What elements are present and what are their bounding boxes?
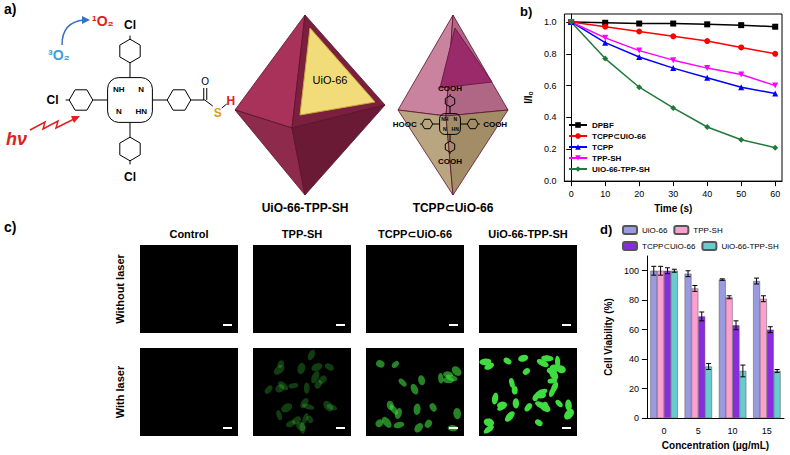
svg-text:TCPP⊂UiO-66: TCPP⊂UiO-66 (592, 132, 646, 141)
svg-text:NH: NH (113, 85, 125, 94)
svg-text:Cl: Cl (47, 93, 59, 107)
svg-text:UiO-66-TPP-SH: UiO-66-TPP-SH (262, 201, 349, 215)
svg-text:1.0: 1.0 (544, 17, 557, 27)
svg-text:TPP-SH: TPP-SH (592, 154, 622, 163)
svg-text:¹O₂: ¹O₂ (92, 13, 114, 29)
svg-text:0.6: 0.6 (544, 81, 557, 91)
svg-text:10: 10 (600, 189, 610, 199)
svg-text:³O₂: ³O₂ (48, 47, 70, 63)
svg-text:Cl: Cl (124, 170, 136, 184)
svg-text:20: 20 (629, 384, 639, 394)
svg-text:With laser: With laser (114, 365, 126, 418)
svg-text:0: 0 (634, 413, 639, 423)
svg-text:Cell Viability (%): Cell Viability (%) (603, 298, 614, 376)
svg-text:UiO-66-TPP-SH: UiO-66-TPP-SH (592, 165, 650, 174)
svg-text:50: 50 (736, 189, 746, 199)
svg-text:Concentration (μg/mL): Concentration (μg/mL) (662, 440, 769, 451)
svg-text:Cl: Cl (124, 18, 136, 32)
svg-text:TPP-SH: TPP-SH (282, 228, 322, 240)
svg-text:UiO-66-TPP-SH: UiO-66-TPP-SH (488, 228, 568, 240)
svg-text:TCPP: TCPP (592, 143, 614, 152)
svg-text:d): d) (600, 222, 612, 237)
svg-text:UiO-66: UiO-66 (642, 226, 668, 235)
svg-text:DPBF: DPBF (592, 121, 614, 130)
svg-text:S: S (214, 106, 222, 120)
svg-text:b): b) (520, 4, 532, 19)
svg-text:COOH: COOH (438, 84, 462, 93)
svg-text:c): c) (4, 219, 16, 235)
svg-text:TCPP⊂UiO-66: TCPP⊂UiO-66 (413, 201, 494, 215)
svg-text:10: 10 (728, 426, 738, 436)
svg-text:a): a) (4, 1, 16, 17)
svg-text:Time (s): Time (s) (654, 203, 692, 214)
svg-text:O: O (201, 76, 209, 87)
svg-text:30: 30 (668, 189, 678, 199)
svg-text:N: N (453, 116, 457, 122)
svg-text:60: 60 (629, 325, 639, 335)
svg-text:0.2: 0.2 (544, 144, 557, 154)
svg-text:HOOC: HOOC (393, 120, 417, 129)
svg-text:Control: Control (169, 228, 208, 240)
svg-text:TCPP⊂UiO-66: TCPP⊂UiO-66 (378, 228, 452, 240)
svg-text:0.4: 0.4 (544, 112, 557, 122)
svg-text:I/Iₒ: I/Iₒ (523, 91, 534, 103)
svg-text:NH: NH (441, 116, 449, 122)
svg-text:UiO-66-TPP-SH: UiO-66-TPP-SH (721, 242, 779, 251)
svg-text:80: 80 (629, 295, 639, 305)
svg-text:HN: HN (452, 126, 460, 132)
svg-text:COOH: COOH (483, 120, 507, 129)
svg-text:100: 100 (624, 266, 639, 276)
svg-text:HN: HN (135, 107, 147, 116)
svg-text:0.8: 0.8 (544, 49, 557, 59)
svg-text:N: N (116, 107, 122, 116)
svg-text:0: 0 (662, 426, 667, 436)
svg-text:hν: hν (6, 129, 27, 149)
svg-text:Without laser: Without laser (114, 253, 126, 323)
svg-text:H: H (226, 94, 235, 108)
svg-text:15: 15 (762, 426, 772, 436)
svg-text:COOH: COOH (438, 157, 462, 166)
svg-text:40: 40 (629, 354, 639, 364)
svg-text:0: 0 (569, 189, 574, 199)
svg-text:TCPP⊂UiO-66: TCPP⊂UiO-66 (642, 242, 696, 251)
svg-text:0.0: 0.0 (544, 176, 557, 186)
svg-text:60: 60 (770, 189, 780, 199)
svg-text:40: 40 (702, 189, 712, 199)
svg-text:N: N (138, 85, 144, 94)
svg-text:20: 20 (634, 189, 644, 199)
svg-text:UiO-66: UiO-66 (313, 74, 348, 86)
svg-text:5: 5 (696, 426, 701, 436)
svg-text:TPP-SH: TPP-SH (693, 226, 723, 235)
svg-text:N: N (443, 126, 447, 132)
